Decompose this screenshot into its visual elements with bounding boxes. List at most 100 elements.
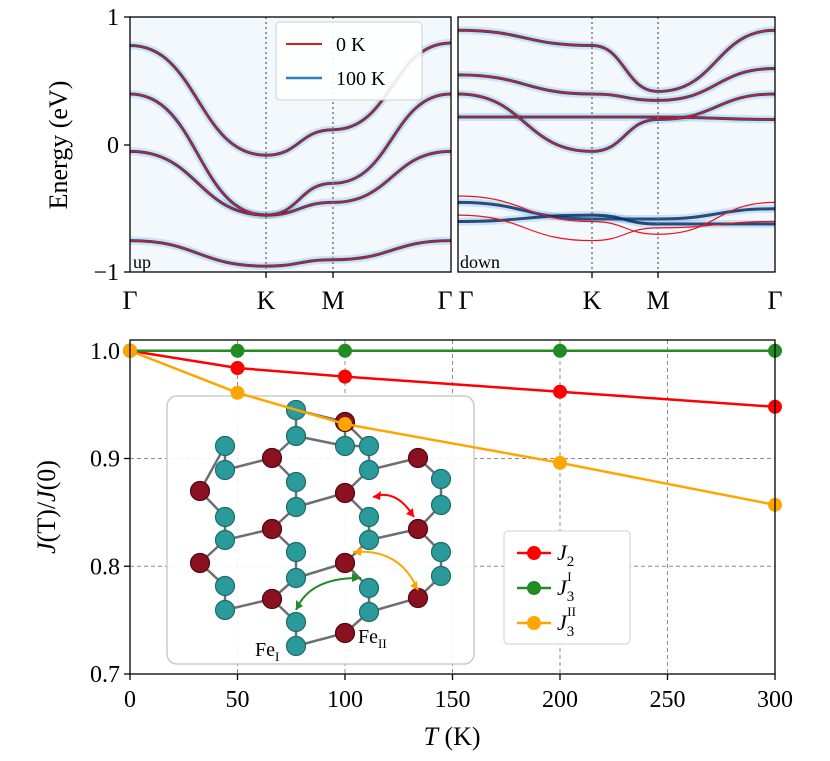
spin-down-label: down [460, 252, 500, 272]
fe-ii-atom-1 [261, 447, 283, 469]
j3ii-arrowhead-end [410, 581, 418, 590]
fe-ii-atom-6 [189, 552, 211, 574]
fe-ii-atom-9 [261, 588, 283, 610]
band-legend: 0 K 100 K [275, 21, 423, 101]
fe-i-atom-23 [358, 577, 380, 599]
kpoint-gamma-1: Γ [122, 286, 137, 315]
j3i-arrowhead-start [296, 600, 303, 610]
fe-i-atom-14 [285, 567, 307, 589]
kpoint-gamma-3: Γ [458, 286, 473, 315]
fe-ii-atom-10 [334, 622, 356, 644]
fe-i-atom-7 [285, 496, 307, 518]
lattice-inset: FeI FeII [166, 395, 475, 665]
exchange-arrows [295, 491, 419, 611]
xtick-label-50: 50 [226, 687, 250, 713]
kpoint-k-1: K [257, 286, 276, 315]
fe-ii-atom-2 [189, 480, 211, 502]
fe-i-atom-3 [358, 435, 380, 457]
legend-marker-2 [527, 616, 541, 630]
legend-100k-label: 100 K [336, 68, 386, 90]
fe-i-atom-11 [214, 506, 236, 528]
j3ii-arrowhead-start [353, 547, 362, 556]
fe-ii-atom-3 [334, 482, 356, 504]
fe-i-atom-20 [214, 599, 236, 621]
fe-i-atom-18 [430, 565, 452, 587]
exchange-legend: J2 J3I J3II [503, 530, 631, 645]
ytick-label-b-2: 0.9 [90, 447, 120, 473]
fe-i-atom-4 [214, 435, 236, 457]
band-lines-down [458, 26, 775, 242]
band-0k-0-1 [130, 93, 451, 216]
kpoint-m-2: M [646, 286, 669, 315]
fe-i-atom-17 [430, 541, 452, 563]
legend-marker-1 [527, 581, 541, 595]
series-point-0-3 [553, 384, 567, 399]
kpoint-gamma-4: Γ [767, 286, 782, 315]
series-point-2-2 [338, 417, 352, 432]
fe-i-atom-5 [214, 459, 236, 481]
fe-ii-atom-11 [407, 587, 429, 609]
ytick-label-minus1: −1 [93, 260, 119, 286]
band-0k-1-0 [458, 29, 775, 93]
band-y-axis: 1 0 −1 Energy (eV) [44, 5, 130, 286]
band-0k-0-3 [130, 240, 451, 267]
fe-i-atom-16 [358, 529, 380, 551]
series-point-2-3 [553, 455, 567, 470]
xtick-label-300: 300 [757, 687, 793, 713]
fe-i-atom-22 [285, 635, 307, 657]
fe-i-label: FeI [255, 639, 279, 664]
spin-up-label: up [133, 252, 151, 272]
band-0k-1-4 [458, 195, 775, 235]
fe-i-atom-21 [285, 611, 307, 633]
fe-i-atom-1 [285, 425, 307, 447]
j3i-arrowhead-end [352, 573, 361, 582]
legend-0k-label: 0 K [336, 34, 366, 56]
j3ii-arrow [352, 550, 419, 591]
exchange-panel: 0 50 100 150 200 250 300 0.7 0.8 0.9 1.0 FeI FeII [32, 339, 793, 751]
j2-arrowhead-start [373, 491, 381, 500]
series-point-0-2 [338, 369, 352, 384]
xtick-label-200: 200 [542, 687, 578, 713]
xtick-label-150: 150 [435, 687, 471, 713]
band-0k-0-2 [130, 150, 451, 216]
xtick-label-250: 250 [650, 687, 686, 713]
fe-i-atom-13 [285, 541, 307, 563]
legend-marker-0 [527, 546, 541, 560]
band-x-axis: Γ K M Γ Γ K M Γ [122, 272, 783, 315]
fe-ii-label: FeII [358, 626, 387, 651]
exchange-y-axis-label: J(T)/J(0) [32, 460, 61, 554]
ytick-label-b-0: 0.7 [90, 662, 120, 688]
band-y-axis-label: Energy (eV) [44, 81, 73, 210]
ytick-label-0: 0 [107, 133, 119, 159]
band-0k-1-1 [458, 67, 775, 101]
ytick-label-1: 1 [107, 5, 119, 31]
fe-ii-atom-4 [407, 447, 429, 469]
kpoint-gamma-2: Γ [437, 286, 452, 315]
exchange-axis-ticks: 0 50 100 150 200 250 300 0.7 0.8 0.9 1.0 [90, 339, 793, 713]
ytick-label-b-3: 1.0 [90, 339, 120, 365]
band-legend-box [275, 21, 423, 101]
legend-j3i-label: J3I [557, 569, 574, 605]
fe-i-atom-19 [214, 575, 236, 597]
band-0k-1-3 [458, 116, 775, 121]
series-point-0-1 [230, 361, 245, 376]
xtick-label-100: 100 [327, 687, 363, 713]
fe-i-atom-2 [334, 435, 356, 457]
fe-ii-atom-8 [407, 518, 429, 540]
band-panel-down: down [457, 16, 776, 273]
fe-i-atom-24 [358, 601, 380, 623]
band-panel-up: up 0 K 100 K [129, 16, 452, 273]
fe-i-atom-10 [430, 494, 452, 516]
exchange-x-axis-label: T (K) [423, 722, 480, 751]
legend-j3ii-label: J3II [557, 604, 576, 640]
legend-j2-label: J2 [557, 540, 574, 570]
band-lines-up [130, 39, 451, 271]
fe-i-atom-9 [430, 468, 452, 490]
exchange-markers [123, 343, 782, 512]
series-point-2-1 [230, 385, 245, 400]
exchange-panel-frame [129, 339, 776, 675]
fe-ii-atom-7 [334, 552, 356, 574]
fe-i-atom-12 [214, 529, 236, 551]
ytick-label-b-1: 0.8 [90, 554, 120, 580]
